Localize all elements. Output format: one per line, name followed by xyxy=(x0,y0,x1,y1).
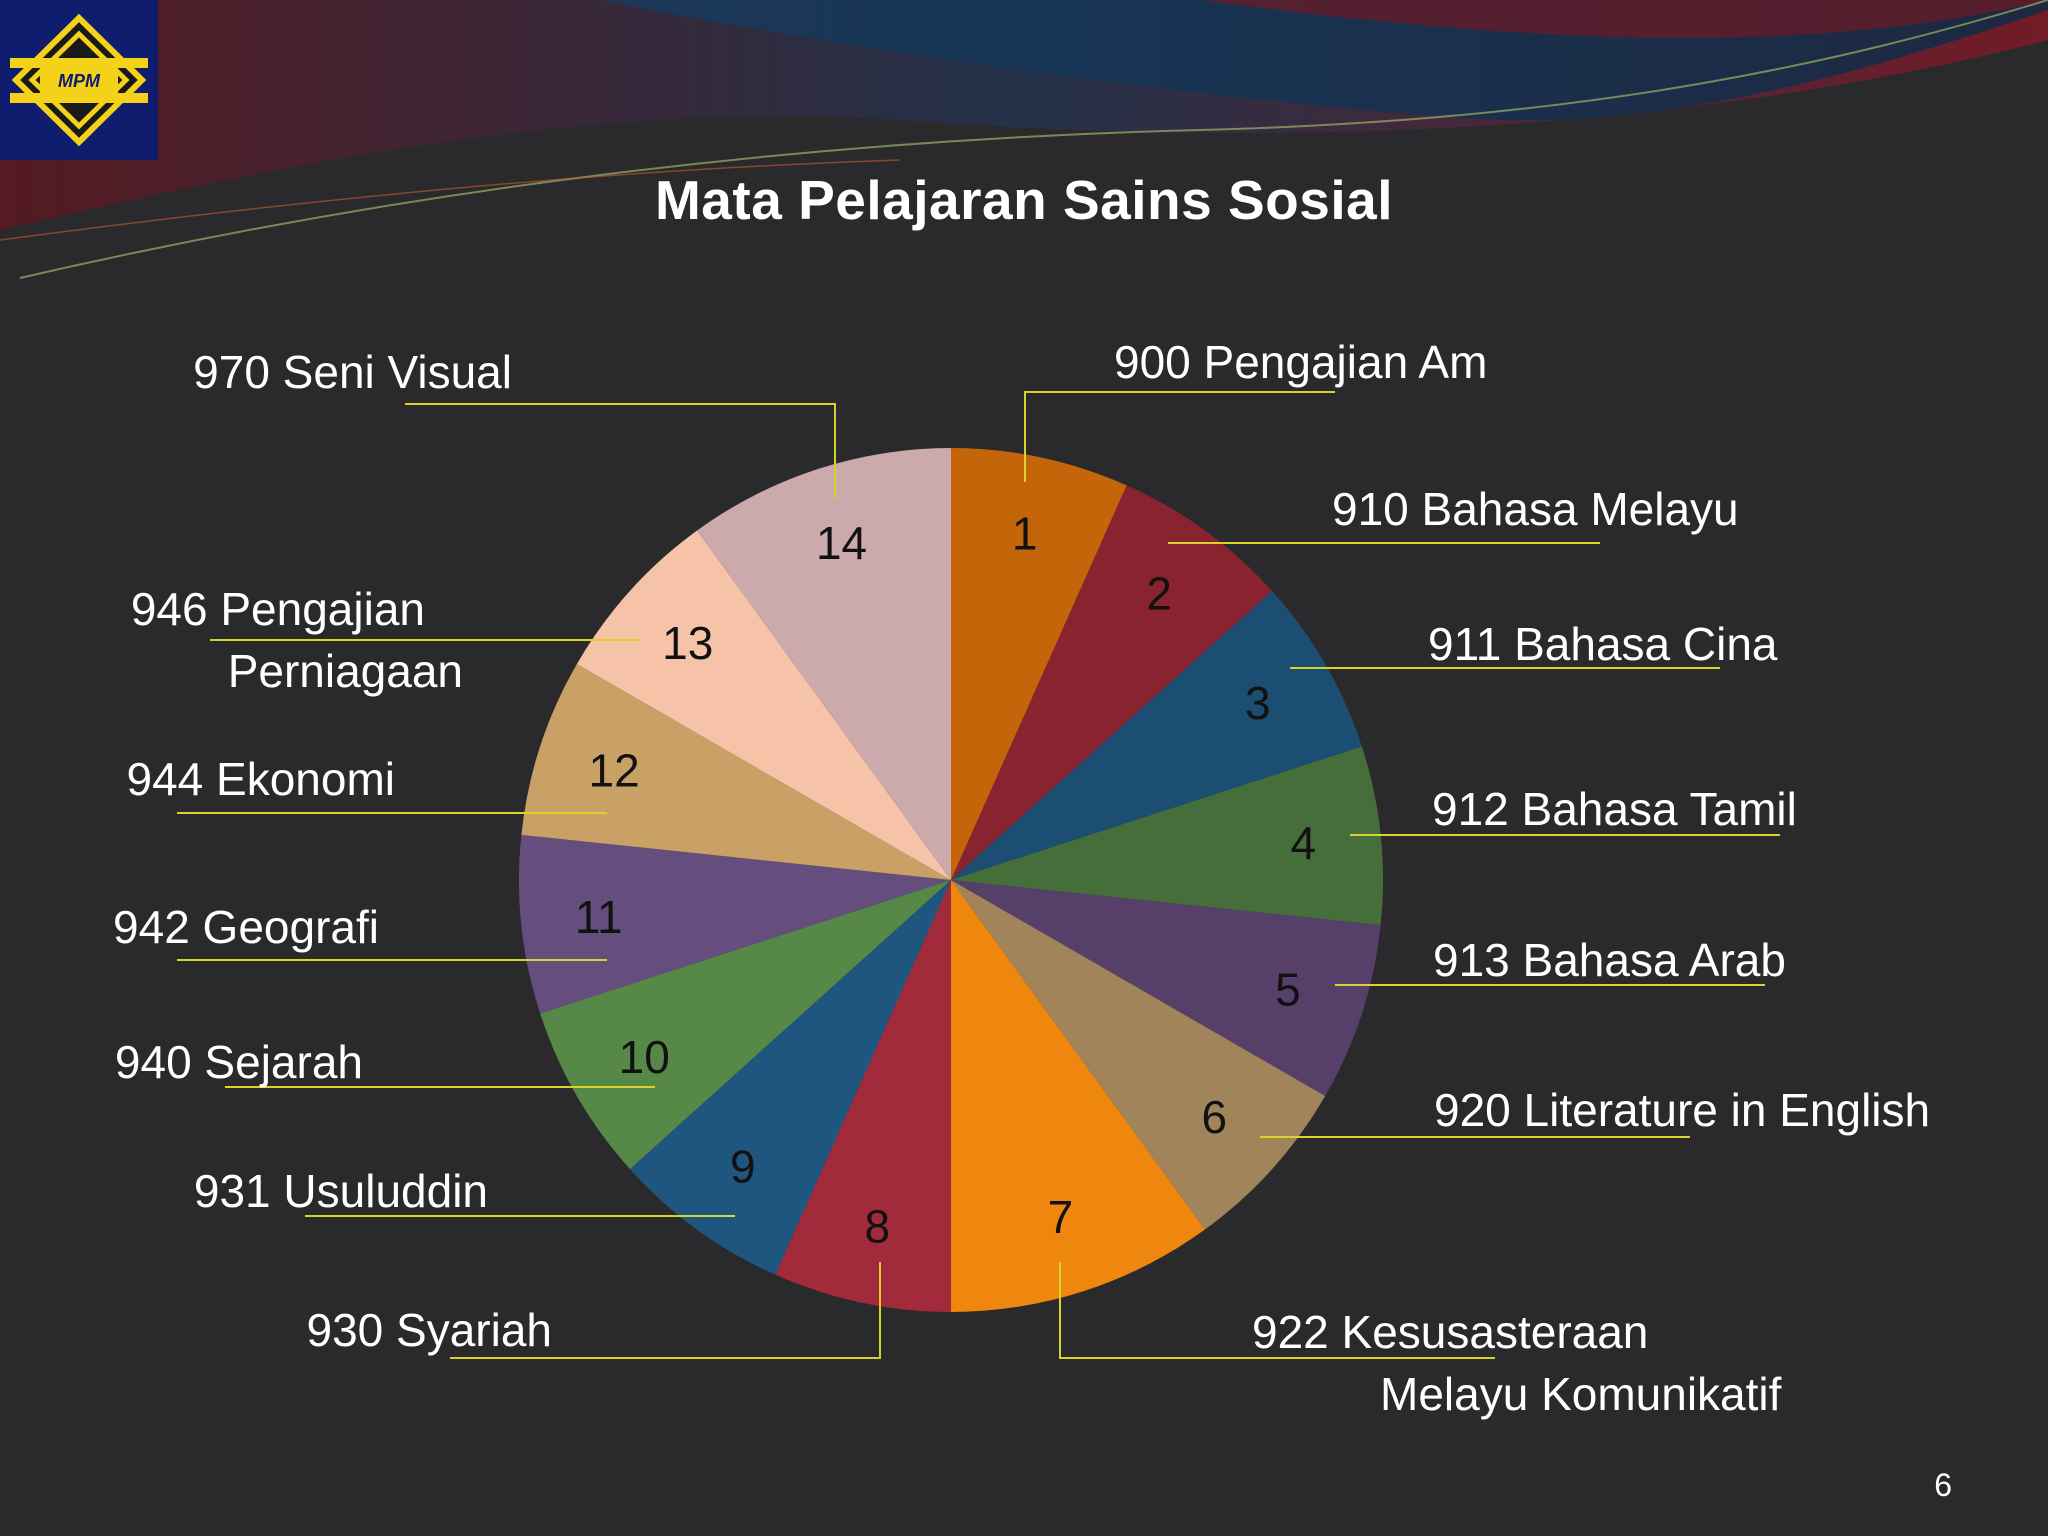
leader-line-7 xyxy=(1059,1262,1495,1359)
svg-text:MPM: MPM xyxy=(58,71,101,91)
slice-number-1: 1 xyxy=(1012,508,1038,560)
pie-slice-2 xyxy=(951,485,1273,880)
pie-slice-14 xyxy=(697,448,951,880)
pie-slice-12 xyxy=(521,664,951,880)
slice-label-1: 900 Pengajian Am xyxy=(1114,336,1487,388)
chart-title: Mata Pelajaran Sains Sosial xyxy=(654,169,1393,231)
slice-label-3: 911 Bahasa Cina xyxy=(1428,618,1778,670)
pie-slice-3 xyxy=(951,590,1362,880)
slice-number-4: 4 xyxy=(1291,817,1317,869)
leader-line-8 xyxy=(450,1262,881,1359)
leader-line-1 xyxy=(1024,391,1335,482)
pie-slice-6 xyxy=(951,880,1326,1230)
pie-slice-9 xyxy=(629,880,951,1275)
slice-number-6: 6 xyxy=(1201,1091,1227,1143)
pie-slice-7 xyxy=(951,880,1205,1312)
slice-number-14: 14 xyxy=(816,517,867,569)
pie-slice-13 xyxy=(576,530,951,880)
slice-number-2: 2 xyxy=(1146,567,1172,619)
pie-slice-4 xyxy=(951,746,1383,926)
slice-number-10: 10 xyxy=(619,1031,670,1083)
header-wave-graphic xyxy=(0,0,2048,279)
slice-label-2: 910 Bahasa Melayu xyxy=(1332,483,1739,535)
slice-label-6: 920 Literature in English xyxy=(1434,1084,1930,1136)
slice-number-11: 11 xyxy=(575,891,623,943)
slice-label-5: 913 Bahasa Arab xyxy=(1433,934,1786,986)
slice-label-7-line2: Melayu Komunikatif xyxy=(1380,1368,1782,1420)
slice-number-7: 7 xyxy=(1048,1191,1074,1243)
leader-line-14 xyxy=(405,403,836,498)
slice-label-8: 930 Syariah xyxy=(307,1304,553,1356)
slice-number-8: 8 xyxy=(865,1200,891,1252)
mpm-logo: MPM xyxy=(0,0,158,160)
slice-number-3: 3 xyxy=(1245,677,1271,729)
slice-label-4: 912 Bahasa Tamil xyxy=(1432,783,1797,835)
page-number: 6 xyxy=(1934,1467,1952,1503)
slice-label-11: 942 Geografi xyxy=(113,901,379,953)
slice-label-13-line2: Perniagaan xyxy=(228,645,463,697)
slice-label-12: 944 Ekonomi xyxy=(127,753,396,805)
slice-label-10: 940 Sejarah xyxy=(115,1036,363,1088)
slice-label-13: 946 Pengajian xyxy=(131,583,425,635)
pie-slice-1 xyxy=(951,448,1127,880)
slice-number-12: 12 xyxy=(589,745,640,797)
slice-number-9: 9 xyxy=(730,1141,756,1193)
pie-slice-10 xyxy=(540,880,951,1170)
slice-label-9: 931 Usuluddin xyxy=(194,1165,488,1217)
slice-number-13: 13 xyxy=(662,617,713,669)
pie-slice-8 xyxy=(775,880,951,1312)
slice-label-14: 970 Seni Visual xyxy=(193,346,512,398)
slice-label-7: 922 Kesusasteraan xyxy=(1252,1306,1648,1358)
pie-slice-11 xyxy=(519,834,951,1014)
slice-number-5: 5 xyxy=(1275,963,1301,1015)
pie-slice-5 xyxy=(951,880,1381,1096)
